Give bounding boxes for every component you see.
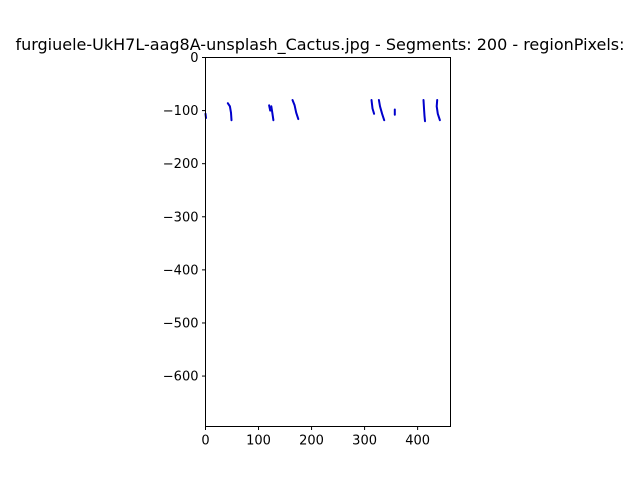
segment-line-3 [268, 104, 272, 112]
chart-title: furgiuele-UkH7L-aag8A-unsplash_Cactus.jp… [15, 35, 624, 55]
x-tick-label: 300 [352, 434, 377, 449]
segment-line-7 [377, 99, 386, 122]
axes-layer: 0 100 200 300 400 0 −100 −200 −300 −400 −500 −600 [163, 51, 430, 449]
x-tick-label: 100 [246, 434, 271, 449]
segment-line-6 [370, 99, 376, 115]
segment-line-4 [270, 105, 275, 122]
segment-line-2 [226, 102, 233, 122]
plot-frame [205, 57, 451, 427]
segment-line-10 [435, 99, 441, 122]
segment-line-9 [422, 99, 426, 123]
x-tick-label: 200 [299, 434, 324, 449]
y-tick-label: 0 [190, 51, 198, 66]
x-tick-label: 400 [405, 434, 430, 449]
y-tick-label: −400 [163, 263, 199, 278]
y-tick-label: −600 [163, 370, 199, 385]
y-tick-label: −100 [163, 104, 199, 119]
x-tick-label: 0 [201, 434, 209, 449]
y-tick-label: −300 [163, 210, 199, 225]
y-tick-label: −200 [163, 157, 199, 172]
segment-line-5 [291, 99, 300, 121]
y-tick-label: −500 [163, 316, 199, 331]
series-layer [204, 99, 441, 123]
